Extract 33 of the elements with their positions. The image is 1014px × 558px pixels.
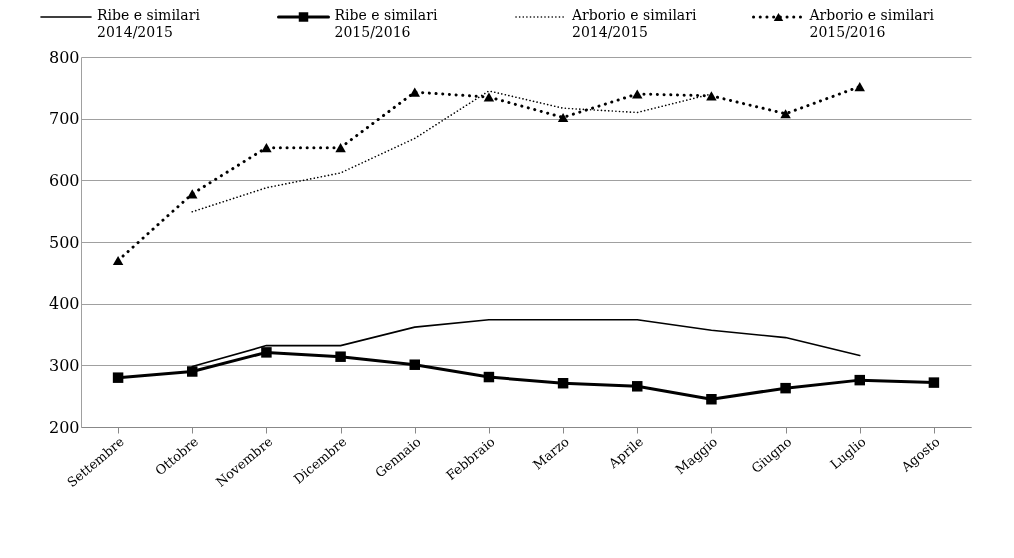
point	[854, 82, 865, 92]
point	[261, 347, 272, 358]
legend-label: Ribe e similari 2014/2015	[97, 7, 201, 40]
y-tick-label: 200	[48, 417, 80, 437]
y-tick-label: 400	[48, 294, 80, 314]
point	[335, 143, 346, 153]
point	[632, 89, 643, 99]
point	[335, 351, 346, 362]
point	[854, 374, 865, 386]
point	[706, 394, 717, 405]
point	[928, 377, 940, 388]
point	[187, 366, 198, 377]
point	[112, 372, 124, 383]
point	[632, 381, 643, 392]
point	[409, 87, 420, 97]
y-tick-label: 500	[48, 232, 80, 252]
point	[780, 109, 791, 119]
legend-label: Ribe e similari 2015/2016	[334, 7, 438, 40]
point	[483, 92, 495, 102]
y-tick-label: 300	[48, 355, 80, 375]
y-tick-label: 600	[48, 170, 80, 190]
point	[557, 112, 569, 122]
point	[112, 255, 124, 266]
y-tick-label: 800	[48, 47, 80, 67]
point	[483, 371, 495, 383]
point	[557, 377, 569, 389]
legend-label: Arborio e similari 2014/2015	[571, 7, 697, 40]
point	[261, 143, 272, 153]
point	[780, 382, 791, 394]
point	[409, 359, 420, 370]
point	[706, 91, 717, 101]
legend-label: Arborio e similari 2015/2016	[808, 7, 935, 40]
y-tick-label: 700	[48, 109, 80, 129]
